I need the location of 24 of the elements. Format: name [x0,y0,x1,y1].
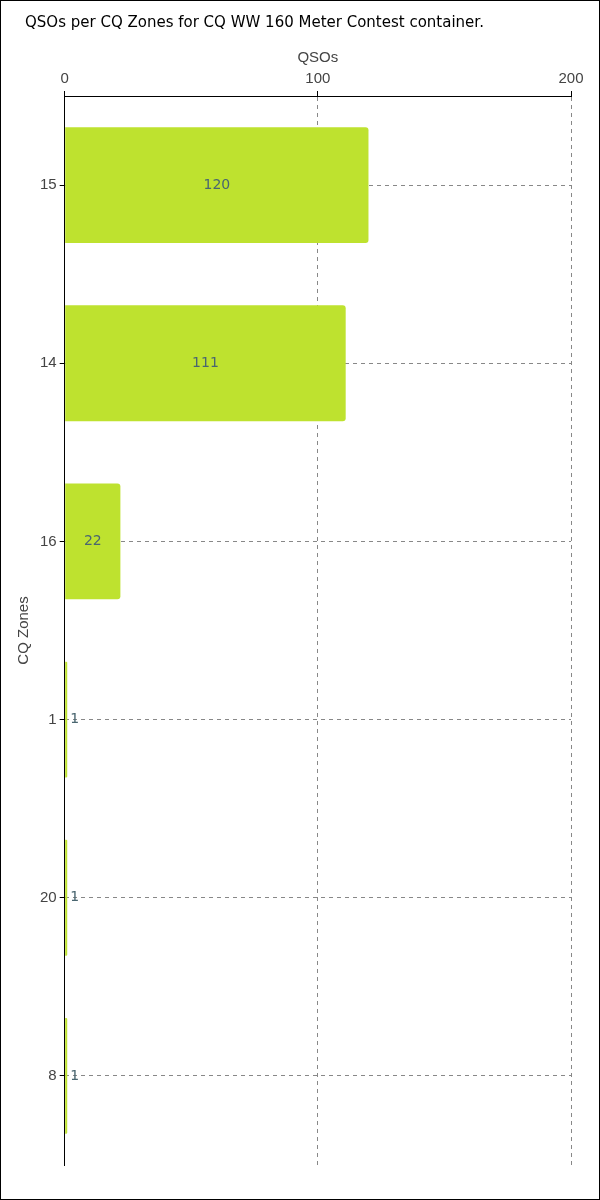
x-tick-label: 100 [305,69,331,87]
data-label: 111 [192,353,219,370]
x-axis-title: QSOs [297,48,339,66]
y-tick-label: 15 [40,175,57,193]
y-tick-label: 14 [40,353,57,371]
bar [65,127,369,243]
data-label: 120 [203,175,231,192]
y-axis-title: CQ Zones [14,596,32,665]
data-label: 22 [83,532,102,549]
bar [65,1018,68,1134]
bar [65,305,346,422]
y-tick-label: 1 [48,709,57,727]
bar [65,839,68,956]
bar [65,661,68,778]
bar [65,483,121,600]
data-label: 1 [70,888,80,905]
y-tick-label: 16 [40,531,57,549]
chart-title: QSOs per CQ Zones for CQ WW 160 Meter Contest container. [25,13,484,31]
data-label: 1 [70,710,80,727]
x-tick-label: 0 [60,69,69,87]
y-tick-label: 20 [40,887,57,905]
data-label: 1 [70,1066,80,1083]
y-tick-label: 8 [48,1066,57,1084]
x-tick-label: 200 [558,69,584,87]
